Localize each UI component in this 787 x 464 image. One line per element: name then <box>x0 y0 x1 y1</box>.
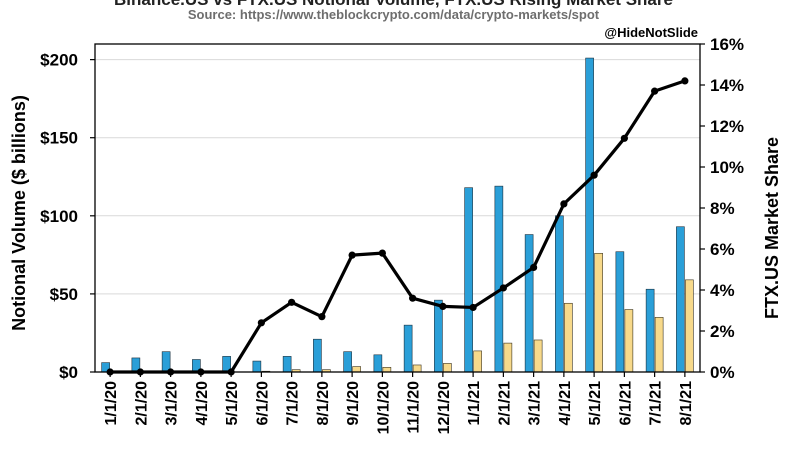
bar-series1-9 <box>373 354 383 373</box>
y2-tick-label-2: 4% <box>710 281 735 300</box>
x-tick-label-4: 5/1/20 <box>224 381 241 426</box>
x-tick-label-10: 11/1/20 <box>406 381 423 434</box>
y2-tick-label-0: 0% <box>710 363 735 382</box>
x-tick-label-14: 3/1/21 <box>527 381 544 426</box>
y2-tick-label-7: 14% <box>710 76 744 95</box>
bar-series2-19 <box>685 279 694 373</box>
y-tick-label-3: $150 <box>40 129 78 148</box>
bar-series1-17 <box>615 251 625 373</box>
y2-tick-label-6: 12% <box>710 117 744 136</box>
market-share-point-7 <box>318 313 326 321</box>
bar-series2-12 <box>473 350 482 373</box>
bar-series2-9 <box>382 367 392 373</box>
bar-series1-7 <box>313 338 322 373</box>
x-tick-label-19: 8/1/21 <box>678 381 695 426</box>
x-tick-label-9: 10/1/20 <box>375 381 392 434</box>
x-tick-label-3: 4/1/20 <box>194 381 211 426</box>
y-axis-label: Notional Volume ($ billions) <box>9 95 29 331</box>
gridlines <box>95 59 700 295</box>
market-share-point-9 <box>378 249 386 257</box>
y2-tick-label-3: 6% <box>710 240 735 259</box>
x-tick-label-5: 6/1/20 <box>254 381 271 426</box>
chart-title: Binance.US vs FTX.US Notional Volume, FT… <box>0 0 787 10</box>
y-axis-right-ticks: 0% 2% 4% 6% 8% 10% 12% 14% 16% <box>700 35 744 382</box>
market-share-point-12 <box>469 303 477 312</box>
x-tick-label-2: 3/1/20 <box>164 381 181 426</box>
bar-series1-11 <box>434 299 443 373</box>
bar-series2-13 <box>503 342 513 373</box>
x-tick-label-11: 12/1/20 <box>436 381 453 434</box>
x-tick-label-7: 8/1/20 <box>315 381 332 426</box>
credit-handle: @HideNotSlide <box>604 25 698 40</box>
y2-tick-label-4: 8% <box>710 199 735 218</box>
bar-series1-6 <box>282 356 292 373</box>
x-tick-label-13: 2/1/21 <box>496 381 513 426</box>
bar-series1-13 <box>494 185 504 373</box>
market-share-point-13 <box>499 284 507 292</box>
bar-series2-18 <box>654 317 664 373</box>
bar-series1-5 <box>252 360 262 373</box>
x-tick-label-0: 1/1/20 <box>103 381 120 426</box>
bar-series2-14 <box>533 339 543 373</box>
market-share-point-6 <box>288 298 296 306</box>
market-share-point-19 <box>681 77 689 85</box>
x-tick-label-16: 5/1/21 <box>587 381 604 426</box>
bar-series2-10 <box>412 364 422 373</box>
y-tick-label-4: $200 <box>40 51 78 70</box>
market-share-point-14 <box>530 263 538 272</box>
y2-tick-label-8: 16% <box>710 35 744 54</box>
bar-series1-12 <box>464 187 473 373</box>
chart-source: Source: https://www.theblockcrypto.com/d… <box>187 7 600 22</box>
bar-series1-16 <box>585 57 594 373</box>
bars <box>101 57 694 373</box>
x-tick-label-18: 7/1/21 <box>648 381 665 426</box>
bar-series2-11 <box>443 363 452 373</box>
x-tick-label-6: 7/1/20 <box>285 381 302 426</box>
bar-series2-15 <box>564 302 573 373</box>
bar-series2-8 <box>352 366 361 373</box>
y2-tick-label-5: 10% <box>710 158 744 177</box>
bar-series1-15 <box>555 215 564 373</box>
bar-series1-14 <box>524 234 534 373</box>
market-share-point-11 <box>439 302 447 310</box>
y-tick-label-0: $0 <box>59 363 78 382</box>
bar-series1-18 <box>645 288 655 373</box>
market-share-point-15 <box>560 200 568 208</box>
x-axis-ticks: 1/1/20 2/1/20 3/1/20 4/1/20 5/1/20 6/1/20 7/1/… <box>103 372 695 434</box>
y-tick-label-2: $100 <box>40 207 78 226</box>
market-share-point-17 <box>620 134 628 142</box>
market-share-point-5 <box>257 319 265 327</box>
bar-series1-10 <box>403 324 413 373</box>
y2-tick-label-1: 2% <box>710 322 735 341</box>
market-share-point-18 <box>651 87 659 95</box>
x-tick-label-12: 1/1/21 <box>466 381 483 426</box>
market-share-point-8 <box>348 251 356 259</box>
y-tick-label-1: $50 <box>50 285 78 304</box>
x-tick-label-15: 4/1/21 <box>557 381 574 426</box>
market-share-point-10 <box>409 294 417 302</box>
market-share-point-16 <box>590 171 598 179</box>
bar-series1-19 <box>676 226 685 373</box>
y2-axis-label: FTX.US Market Share <box>762 137 782 319</box>
x-tick-label-8: 9/1/20 <box>345 381 362 426</box>
y-axis-left-ticks: $0 $50 $100 $150 $200 <box>40 51 95 382</box>
x-tick-label-17: 6/1/21 <box>617 381 634 426</box>
bar-series1-8 <box>343 351 352 373</box>
bar-series2-17 <box>624 309 634 373</box>
plot-frame <box>94 43 701 373</box>
bar-series2-16 <box>594 252 603 373</box>
x-tick-label-1: 2/1/20 <box>133 381 150 426</box>
